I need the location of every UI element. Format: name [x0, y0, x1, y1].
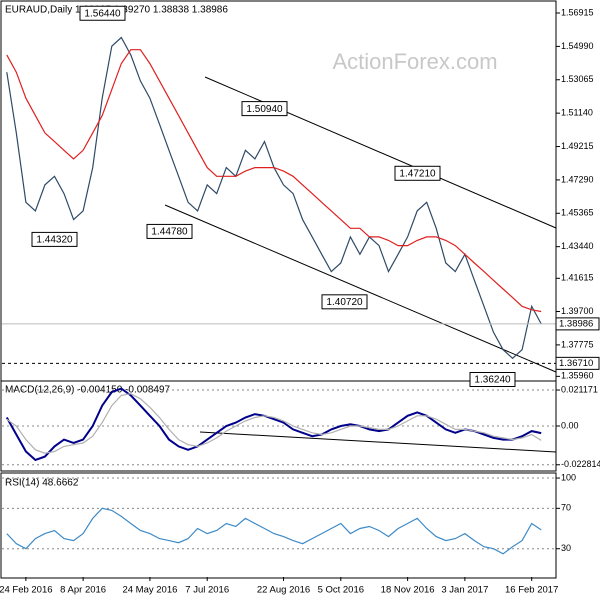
annotation-label: 1.44320	[36, 235, 73, 246]
y-tick-label: 1.56915	[561, 7, 594, 17]
series-line	[6, 393, 542, 454]
x-tick-label: 5 Oct 2016	[318, 585, 364, 596]
series-line	[6, 49, 542, 313]
rsi-frame	[0, 472, 557, 579]
series-line	[6, 36, 542, 360]
y-tick-label: 0.021171	[561, 384, 598, 394]
y-tick-label: 1.39700	[561, 306, 594, 316]
y-tick-label: 0.00	[561, 420, 579, 430]
price-label: 1.38986	[559, 318, 593, 329]
annotation-label: 1.56440	[84, 8, 121, 19]
y-tick-label: 1.47290	[561, 174, 594, 184]
y-tick-label: 1.45365	[561, 208, 594, 218]
price-box	[555, 317, 600, 331]
x-tick-label: 24 May 2016	[122, 585, 177, 596]
annotation-box	[146, 223, 193, 239]
series-line	[6, 507, 542, 555]
x-tick-label: 7 Jul 2016	[185, 585, 229, 596]
annotation-label: 1.47210	[399, 168, 436, 179]
macd-trendline	[199, 431, 557, 453]
y-tick-label: 1.49215	[561, 141, 594, 151]
x-tick-label: 16 Feb 2017	[505, 585, 558, 596]
y-tick-label: 70	[561, 503, 571, 513]
channel-upper	[204, 76, 557, 229]
y-tick-label: -0.022814	[561, 459, 600, 469]
rsi-title: RSI(14) 48.6662	[5, 478, 79, 489]
y-tick-label: 100	[561, 472, 576, 482]
annotation-label: 1.50940	[246, 104, 283, 115]
y-tick-label: 1.51140	[561, 108, 593, 118]
channel-lower	[164, 204, 557, 373]
y-tick-label: 1.43440	[561, 241, 594, 251]
annotation-label: 1.36240	[474, 375, 511, 386]
annotation-label: 1.44780	[151, 227, 188, 238]
y-tick-label: 1.41615	[561, 273, 594, 283]
price-box	[555, 356, 600, 370]
price-label: 1.36710	[559, 358, 593, 369]
annotation-box	[31, 231, 78, 247]
x-tick-label: 8 Apr 2016	[60, 585, 106, 596]
annotation-label: 1.40720	[326, 297, 363, 308]
annotation-box	[241, 101, 288, 117]
x-tick-label: 3 Jan 2017	[441, 585, 488, 596]
y-tick-label: 1.35960	[561, 371, 594, 381]
series-line	[5, 387, 542, 462]
y-tick-label: 1.53065	[561, 74, 594, 84]
annotation-box	[321, 294, 368, 310]
annotation-box	[394, 165, 441, 181]
x-tick-label: 18 Nov 2016	[381, 585, 435, 596]
watermark: ActionForex.com	[332, 49, 497, 74]
x-tick-label: 24 Feb 2016	[0, 585, 53, 596]
annotation-box	[79, 5, 126, 21]
annotation-box	[469, 372, 516, 388]
y-tick-label: 1.54990	[561, 41, 594, 51]
x-tick-label: 22 Aug 2016	[257, 585, 310, 596]
y-tick-label: 1.37775	[561, 339, 594, 349]
y-tick-label: 30	[561, 543, 571, 553]
